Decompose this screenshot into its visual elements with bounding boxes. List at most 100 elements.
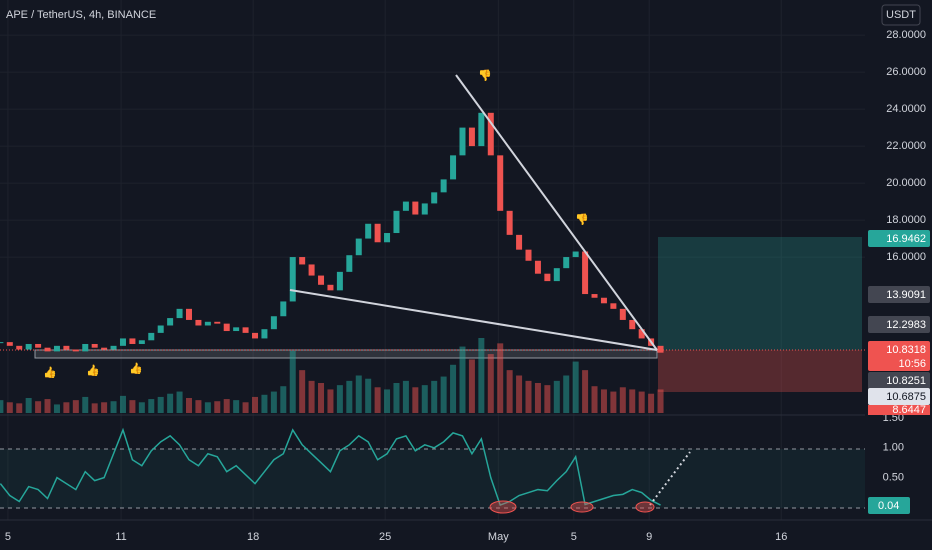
volume-bar [459,346,466,413]
currency-button[interactable] [881,4,921,26]
price-tag [868,286,930,303]
x-tick-label: 25 [379,531,391,543]
candle [308,264,315,276]
volume-bar [110,401,117,413]
highlight [635,501,655,513]
candle [374,223,381,243]
volume-bar [648,393,655,413]
volume-bar [6,402,13,413]
volume-bar [516,375,523,413]
candle [148,332,155,341]
projection-line [649,451,691,506]
candle [6,342,13,346]
volume-bar [25,398,32,413]
candle [53,345,60,352]
candle [525,249,532,261]
volume-bar [421,385,428,413]
x-tick-label: 5 [5,531,11,543]
candle [497,155,504,211]
x-tick-label: 5 [571,531,577,543]
candle [657,345,664,353]
candle [346,255,353,272]
candle [402,201,409,211]
candle [242,327,249,333]
volume-bar [129,400,136,413]
volume-bar [610,391,617,413]
candle [0,342,4,344]
candle [629,319,636,330]
candle [431,192,438,204]
volume-bar [82,396,89,413]
candle [534,260,541,274]
indicator-tag-label: 0.04 [878,500,899,512]
candle [233,327,240,332]
candle [591,294,598,298]
price-tag [868,372,930,389]
candle [440,179,447,193]
price-tag-label: 10.6875 [886,391,926,403]
candle [610,303,617,309]
price-tag-label: 16.9462 [886,233,926,245]
candle [516,234,523,250]
volume-bar [185,398,192,413]
volume-bar [393,383,400,413]
volume-bar [468,359,475,413]
volume-bar [591,386,598,413]
candle [638,329,645,339]
candle [459,127,466,156]
axis: 5 11 18 25 May 5 9 16 16.0000 18.0000 20.0000 22.00… [5,29,926,543]
candle [63,345,70,350]
candle [157,325,164,333]
volume-bar [327,389,334,413]
y-tick-label: 16.0000 [886,251,926,263]
volume-bar [365,378,372,413]
volume-bar [346,380,353,413]
candle [44,347,51,352]
candle [214,321,221,324]
volume-bar [148,399,155,413]
candle [195,319,202,326]
volume-bar [553,380,560,413]
volume-bar [138,402,145,413]
thumb-up-icon: 👍 [129,362,143,375]
price-tag [868,230,930,247]
volume-bar [270,391,277,413]
candle [119,338,126,346]
volume-bar [252,396,259,413]
x-tick-label: 16 [775,531,787,543]
loss-zone [658,350,862,392]
volume-bar [412,387,419,413]
highlight [489,500,517,514]
volume-bar [16,403,23,413]
candle [572,251,579,258]
volume-bar [289,350,296,413]
candle [450,155,457,180]
currency-label[interactable]: USDT [886,9,916,21]
volume-bar [355,375,362,413]
volume-bar [44,399,51,413]
candle [563,257,570,269]
candle [252,332,259,339]
volume-bar [91,403,98,413]
volume-bar [35,401,42,413]
candle [478,112,485,147]
y-tick-label: 26.0000 [886,66,926,78]
y-tick-label: 24.0000 [886,103,926,115]
candle [600,297,607,304]
x-tick-label: 18 [247,531,259,543]
volume-bar [506,370,513,413]
y-tick-label: 20.0000 [886,177,926,189]
candle [270,316,277,330]
volume-bar [336,385,343,413]
candle [412,201,419,215]
volume-bar [638,391,645,413]
candle [16,345,23,350]
candle [365,223,372,239]
indicator [0,427,661,507]
volume-bar [204,402,211,413]
symbol-title: APE / TetherUS, 4h, BINANCE [6,9,156,21]
indicator-tag [868,497,910,514]
candle [261,329,268,339]
candle [72,349,79,352]
